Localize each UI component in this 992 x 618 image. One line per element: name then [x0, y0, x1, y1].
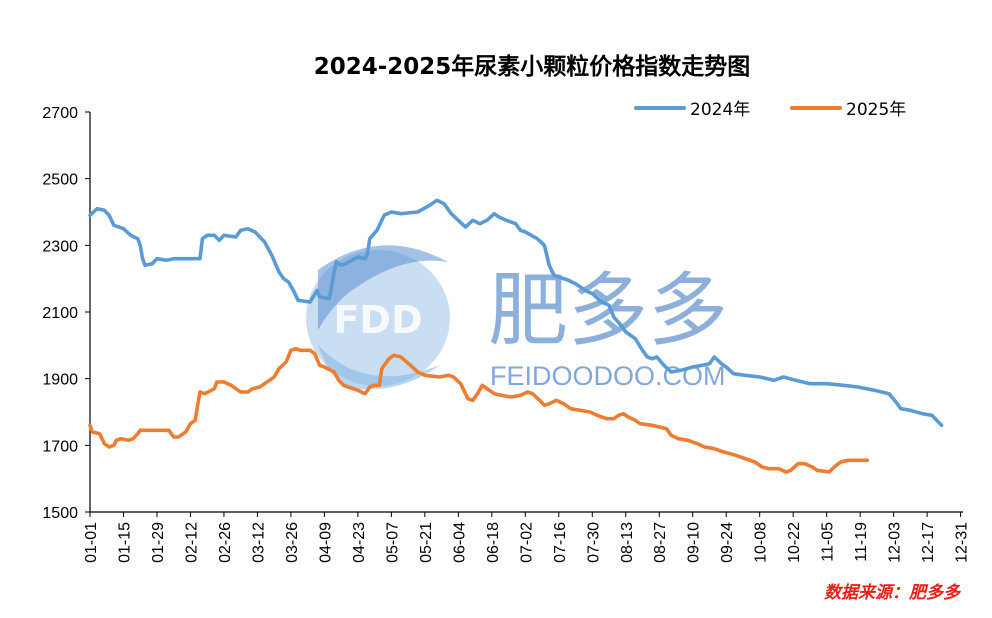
y-tick-label: 1500 [42, 505, 78, 522]
x-tick-label: 03-12 [250, 522, 267, 563]
y-tick-label: 2500 [42, 172, 78, 189]
x-tick-label: 12-03 [887, 522, 904, 563]
y-tick-label: 1700 [42, 438, 78, 455]
y-tick-label: 2700 [42, 105, 78, 122]
fdd-logo: FDD [306, 245, 450, 390]
y-tick-label: 1900 [42, 372, 78, 389]
x-tick-label: 02-26 [217, 522, 234, 563]
legend: 2024年 2025年 [634, 100, 906, 120]
watermark-brand-en: FEIDOODOO.COM [490, 361, 726, 391]
watermark-brand-cn: 肥多多 [488, 264, 728, 357]
chart-title: 2024-2025年尿素小颗粒价格指数走势图 [314, 53, 751, 80]
x-tick-label: 05-21 [418, 522, 435, 563]
x-tick-label: 09-10 [686, 522, 703, 563]
x-tick-label: 06-04 [451, 522, 468, 563]
x-tick-label: 10-22 [786, 522, 803, 563]
x-tick-label: 05-07 [384, 522, 401, 563]
x-tick-label: 04-23 [351, 522, 368, 563]
x-tick-label: 07-30 [585, 522, 602, 563]
legend-label-2024: 2024年 [690, 100, 750, 120]
x-tick-label: 08-27 [652, 522, 669, 563]
x-tick-label: 10-08 [753, 522, 770, 563]
axes: 1500 1700 1900 2100 2300 2500 2700 01-01 01-15 01… [42, 105, 970, 563]
series-line-2025 [88, 346, 870, 474]
x-tick-label: 11-05 [820, 522, 837, 562]
watermark: FDD 肥多多 FEIDOODOO.COM [306, 245, 728, 391]
x-tick-label: 01-29 [150, 522, 167, 563]
x-tick-label: 12-31 [954, 522, 971, 563]
y-tick-label: 2300 [42, 238, 78, 255]
x-tick-label: 11-19 [853, 522, 870, 562]
x-tick-label: 01-15 [116, 522, 133, 563]
x-tick-label: 03-26 [284, 522, 301, 563]
x-tick-label: 06-18 [485, 522, 502, 563]
x-tick-label: 07-16 [552, 522, 569, 563]
x-tick-label: 04-09 [317, 522, 334, 563]
x-tick-label: 07-02 [518, 522, 535, 563]
x-tick-label: 02-12 [183, 522, 200, 563]
legend-label-2025: 2025年 [846, 100, 906, 120]
x-tick-label: 08-13 [619, 522, 636, 563]
source-note: 数据来源：肥多多 [824, 583, 962, 603]
x-tick-label: 09-24 [719, 522, 736, 563]
watermark-logo-text: FDD [333, 298, 422, 342]
x-tick-label: 01-01 [83, 522, 100, 563]
x-tick-label: 12-17 [920, 522, 937, 563]
series-layer [88, 198, 944, 474]
series-line-2024 [88, 198, 944, 428]
y-tick-label: 2100 [42, 305, 78, 322]
